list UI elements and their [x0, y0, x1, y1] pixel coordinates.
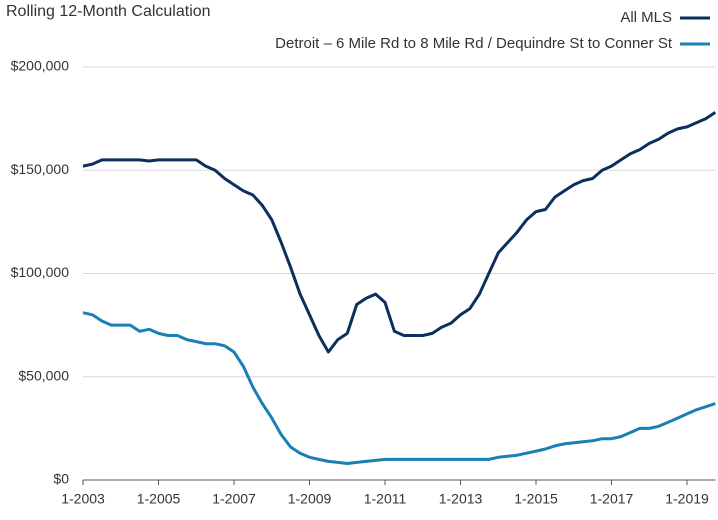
x-tick-label: 1-2011	[364, 491, 407, 507]
y-tick-label: $100,000	[11, 264, 70, 280]
x-tick-label: 1-2019	[665, 491, 709, 507]
y-tick-label: $0	[53, 471, 69, 487]
x-tick-label: 1-2003	[61, 491, 105, 507]
x-tick-label: 1-2015	[514, 491, 558, 507]
y-tick-label: $200,000	[11, 58, 70, 74]
x-tick-label: 1-2005	[137, 491, 181, 507]
legend-label: Detroit – 6 Mile Rd to 8 Mile Rd / Dequi…	[275, 35, 673, 52]
y-tick-label: $150,000	[11, 161, 70, 177]
legend-label: All MLS	[620, 9, 672, 26]
series-line	[82, 111, 717, 354]
x-tick-label: 1-2007	[212, 491, 256, 507]
x-tick-label: 1-2017	[590, 491, 634, 507]
x-tick-label: 1-2013	[439, 491, 483, 507]
x-tick-label: 1-2009	[288, 491, 332, 507]
y-tick-label: $50,000	[18, 367, 69, 383]
series-line	[82, 311, 716, 465]
chart-title: Rolling 12-Month Calculation	[6, 3, 211, 20]
